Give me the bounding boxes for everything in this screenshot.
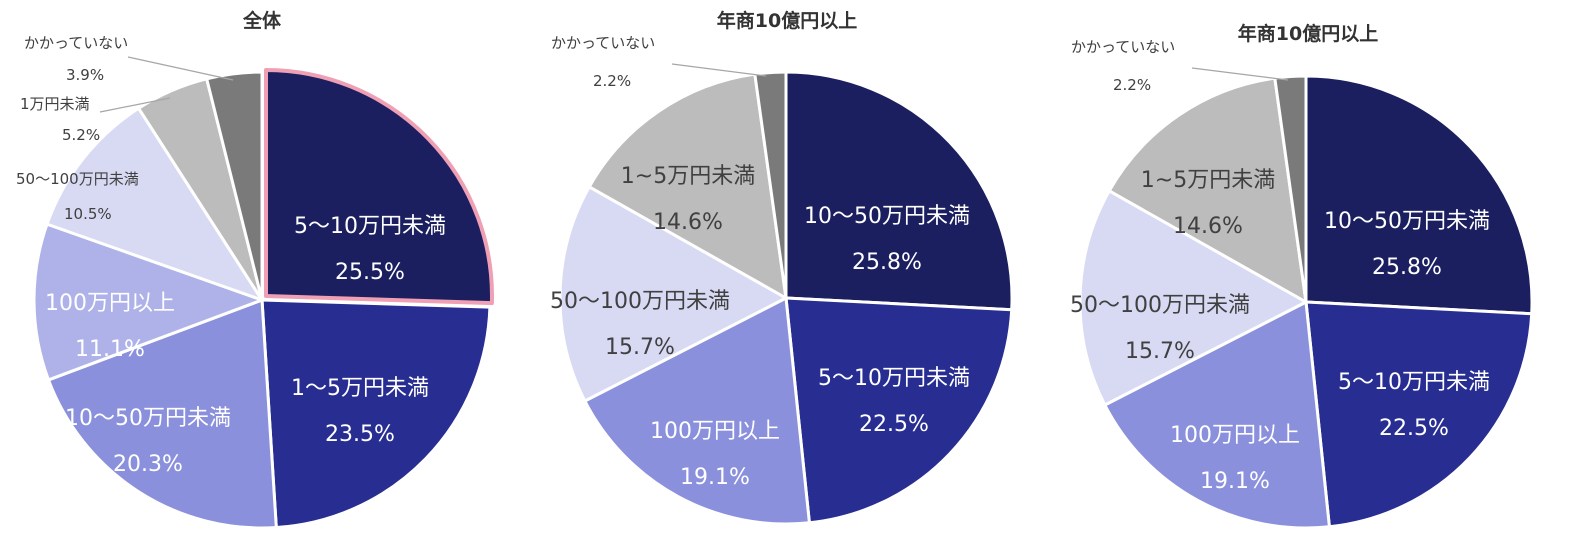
pie-slice-1-3 bbox=[558, 185, 788, 403]
slice-label-2-1: 5〜10万円未満 bbox=[1338, 370, 1490, 395]
pie-slice-2-0 bbox=[1304, 74, 1534, 316]
slice-label-2-4: 1~5万円未満 bbox=[1141, 168, 1275, 193]
chart-title-overall: 全体 bbox=[242, 9, 282, 32]
slice-value-1-3: 15.7% bbox=[605, 335, 675, 360]
pie-slice-0-6 bbox=[205, 70, 264, 302]
slice-label-0-4: 50〜100万円未満 bbox=[16, 170, 139, 188]
pie-chart-overall: 全体 5〜10万円未満 25.5% 1〜5万円未満 23.5% 10〜50万円未満 20.… bbox=[16, 9, 496, 530]
slice-label-1-4: 1~5万円未満 bbox=[621, 164, 755, 189]
chart-title-revenue-2: 年商10億円以上 bbox=[1238, 22, 1378, 45]
slice-label-0-5: 1万円未満 bbox=[20, 95, 90, 113]
chart-title-revenue-1: 年商10億円以上 bbox=[717, 9, 857, 32]
pie-slice-2-3 bbox=[1078, 189, 1308, 407]
slice-value-2-2: 19.1% bbox=[1200, 469, 1270, 494]
pie-slice-1-4 bbox=[587, 72, 788, 300]
slice-label-2-3: 50〜100万円未満 bbox=[1070, 293, 1250, 318]
slice-label-2-5: かかっていない bbox=[1071, 38, 1175, 56]
slice-value-1-0: 25.8% bbox=[852, 250, 922, 275]
pie-slice-0-4 bbox=[45, 106, 264, 302]
slice-label-0-3: 100万円以上 bbox=[45, 291, 175, 316]
slice-label-0-0: 5〜10万円未満 bbox=[294, 214, 446, 239]
slice-value-0-6: 3.9% bbox=[66, 66, 104, 84]
slice-value-1-2: 19.1% bbox=[680, 465, 750, 490]
slice-label-1-5: かかっていない bbox=[551, 34, 655, 52]
slice-value-2-3: 15.7% bbox=[1125, 339, 1195, 364]
slice-value-0-0: 25.5% bbox=[335, 260, 405, 285]
pie-slice-2-2 bbox=[1103, 300, 1331, 530]
pie-slice-0-3 bbox=[32, 222, 264, 382]
slice-value-1-4: 14.6% bbox=[653, 210, 723, 235]
slice-value-2-5: 2.2% bbox=[1113, 76, 1151, 94]
slice-label-0-6: かかっていない bbox=[24, 34, 128, 52]
pie-slice-2-1 bbox=[1304, 300, 1534, 529]
pie-slice-2-4 bbox=[1107, 76, 1308, 304]
pie-slice-1-0 bbox=[784, 70, 1014, 312]
slice-value-2-1: 22.5% bbox=[1379, 416, 1449, 441]
pie-slice-0-2 bbox=[46, 298, 278, 530]
pie-slice-1-1 bbox=[784, 296, 1014, 525]
pie-slice-0-1 bbox=[260, 298, 492, 530]
slice-label-0-2: 10〜50万円未満 bbox=[65, 406, 231, 431]
slice-label-1-3: 50〜100万円未満 bbox=[550, 289, 730, 314]
slice-label-1-0: 10〜50万円未満 bbox=[804, 204, 970, 229]
slice-value-1-1: 22.5% bbox=[859, 412, 929, 437]
pie-chart-revenue-1: 年商10億円以上 10〜50万円未満 25.8% 5〜10万円未満 22.5% 100万… bbox=[550, 9, 1014, 526]
slice-value-2-0: 25.8% bbox=[1372, 255, 1442, 280]
slice-label-1-2: 100万円以上 bbox=[650, 419, 780, 444]
slice-value-0-1: 23.5% bbox=[325, 422, 395, 447]
pie-slice-1-2 bbox=[583, 296, 811, 526]
pie-chart-revenue-2: 年商10億円以上 10〜50万円未満 25.8% 5〜10万円未満 22.5% 100万… bbox=[1070, 22, 1534, 530]
slice-label-1-1: 5〜10万円未満 bbox=[818, 366, 970, 391]
slice-value-2-4: 14.6% bbox=[1173, 214, 1243, 239]
slice-value-0-2: 20.3% bbox=[113, 452, 183, 477]
slice-label-2-0: 10〜50万円未満 bbox=[1324, 209, 1490, 234]
leader-line-2-5 bbox=[1191, 67, 1289, 81]
leader-line-0-5 bbox=[99, 97, 171, 113]
leader-line-1-5 bbox=[671, 63, 767, 77]
leader-line-0-6 bbox=[127, 56, 234, 81]
slice-value-1-5: 2.2% bbox=[593, 72, 631, 90]
slice-label-2-2: 100万円以上 bbox=[1170, 423, 1300, 448]
slice-label-0-1: 1〜5万円未満 bbox=[291, 376, 429, 401]
highlight-outline bbox=[264, 68, 494, 306]
slice-value-0-3: 11.1% bbox=[75, 337, 145, 362]
slice-value-0-5: 5.2% bbox=[62, 126, 100, 144]
slice-value-0-4: 10.5% bbox=[64, 205, 112, 223]
